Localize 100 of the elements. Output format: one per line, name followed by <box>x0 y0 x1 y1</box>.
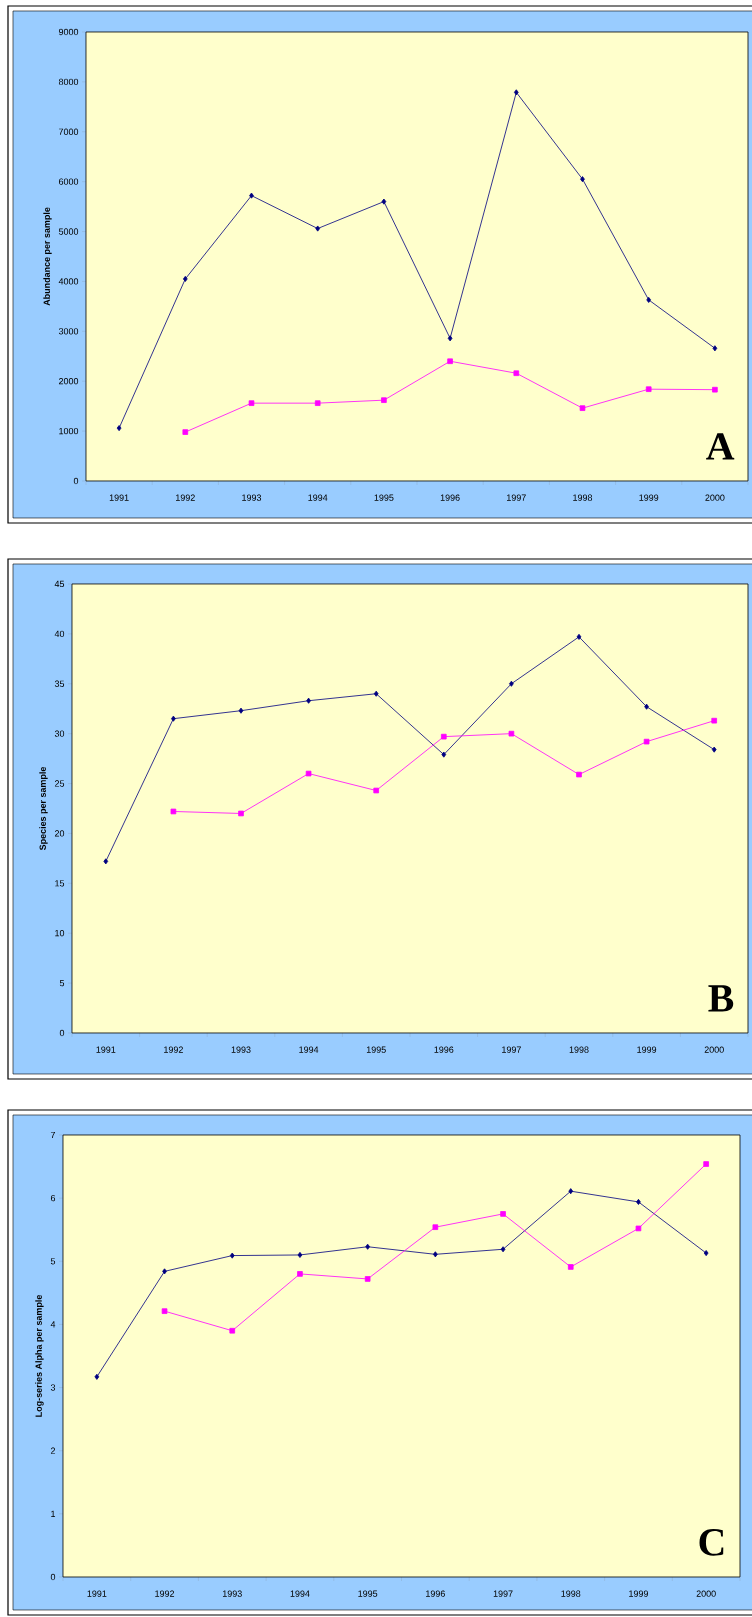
y-tick-label: 0 <box>73 477 79 485</box>
point <box>248 400 255 406</box>
point <box>441 751 447 758</box>
x-tick-label: 1994 <box>299 1046 319 1053</box>
y-tick-label: 6000 <box>58 178 79 185</box>
point <box>703 1250 709 1257</box>
point <box>447 335 453 342</box>
x-tick-label: 1995 <box>358 1590 378 1597</box>
y-tick-label: 35 <box>54 680 65 687</box>
point <box>711 717 717 724</box>
point <box>636 1198 641 1205</box>
x-tick-label: 1995 <box>374 494 394 501</box>
point <box>635 1225 642 1232</box>
x-tick-label: 1998 <box>573 494 593 501</box>
x-tick-label: 1997 <box>507 494 526 501</box>
point <box>513 89 519 96</box>
x-tick-label: 1992 <box>155 1590 175 1597</box>
y-tick-label: 5000 <box>58 228 79 235</box>
point <box>567 1264 574 1270</box>
point <box>116 425 122 432</box>
x-tick-label: 1996 <box>440 494 460 501</box>
point <box>645 386 652 392</box>
point <box>94 1373 100 1380</box>
point <box>711 746 717 753</box>
point <box>249 192 254 199</box>
point <box>580 176 585 183</box>
x-tick-label: 1996 <box>426 1590 445 1597</box>
x-tick-label: 1991 <box>87 1590 107 1597</box>
y-tick-label: 40 <box>54 630 65 638</box>
y-tick-label: 30 <box>54 730 65 737</box>
x-tick-label: 1994 <box>308 494 328 501</box>
point <box>162 1268 167 1275</box>
point <box>297 1251 303 1258</box>
y-tick-label: 6 <box>50 1194 56 1202</box>
y-tick-label: 1000 <box>59 427 79 435</box>
x-tick-label: 1993 <box>231 1046 251 1053</box>
y-tick-label: 5 <box>59 979 65 987</box>
point <box>365 1243 370 1250</box>
point <box>500 1246 506 1253</box>
x-tick-label: 1998 <box>561 1590 581 1597</box>
point <box>161 1308 168 1314</box>
point <box>433 1251 438 1258</box>
x-tick-label: 1992 <box>164 1046 183 1053</box>
point <box>314 400 321 406</box>
point <box>364 1276 371 1282</box>
point <box>297 1271 303 1277</box>
point <box>229 1327 236 1334</box>
y-axis-title: Log-series Alpha per sample <box>35 1295 44 1417</box>
point <box>182 275 188 282</box>
y-tick-label: 45 <box>54 580 65 588</box>
y-tick-label: 0 <box>50 1573 56 1581</box>
y-tick-label: 3 <box>50 1384 56 1391</box>
point <box>305 770 312 777</box>
point <box>238 810 244 817</box>
y-tick-label: 7000 <box>58 128 79 135</box>
x-tick-label: 1994 <box>290 1590 310 1597</box>
point <box>712 345 718 352</box>
point <box>712 386 718 393</box>
point <box>509 680 514 687</box>
y-tick-label: 20 <box>54 830 65 837</box>
point <box>508 730 515 737</box>
point <box>568 1188 574 1195</box>
x-tick-label: 1995 <box>366 1046 386 1053</box>
point <box>182 429 189 435</box>
y-tick-label: 10 <box>55 930 65 937</box>
x-tick-label: 2000 <box>705 494 725 501</box>
point <box>381 198 387 205</box>
x-tick-label: 1997 <box>502 1046 521 1053</box>
x-tick-label: 1993 <box>242 494 262 501</box>
point <box>373 690 379 697</box>
point <box>644 703 649 710</box>
annotation: B <box>708 985 734 1012</box>
y-tick-label: 4000 <box>58 278 79 285</box>
x-tick-label: 1997 <box>493 1590 513 1597</box>
y-tick-label: 9000 <box>58 28 79 36</box>
annotation: C <box>699 1529 724 1556</box>
x-tick-label: 1999 <box>637 1046 657 1053</box>
point <box>432 1224 439 1230</box>
point <box>500 1211 506 1217</box>
y-tick-label: 0 <box>59 1029 65 1037</box>
point <box>373 787 379 794</box>
y-tick-label: 25 <box>54 780 65 787</box>
point <box>447 358 453 365</box>
point <box>703 1161 709 1167</box>
y-tick-label: 2 <box>50 1447 56 1454</box>
annotation: A <box>706 433 735 460</box>
x-tick-label: 1992 <box>176 494 195 501</box>
point <box>576 771 582 778</box>
point <box>306 697 311 704</box>
y-axis-title: Species per sample <box>39 766 48 851</box>
point <box>103 858 109 865</box>
point <box>171 715 176 722</box>
y-tick-label: 3000 <box>58 328 79 335</box>
point <box>643 738 650 745</box>
x-tick-label: 1999 <box>639 494 659 501</box>
y-tick-label: 4 <box>50 1321 56 1328</box>
point <box>579 405 586 411</box>
x-tick-label: 1996 <box>434 1046 454 1053</box>
point <box>441 733 447 740</box>
point <box>238 707 244 714</box>
